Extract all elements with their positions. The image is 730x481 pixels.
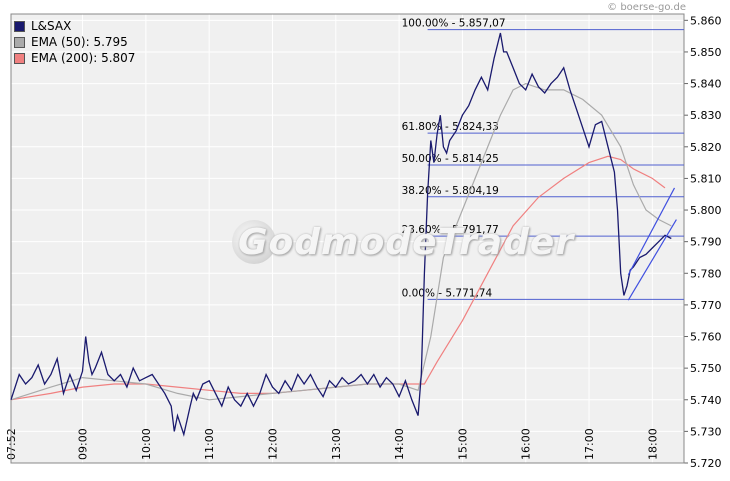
y-tick-label: 5.740	[690, 394, 722, 407]
copyright-text: © boerse-go.de	[607, 2, 686, 13]
legend-swatch-ema50	[14, 36, 25, 48]
series-line-lsax	[10, 32, 672, 437]
x-tick-label: 12:00	[266, 428, 279, 460]
x-tick-label: 10:00	[140, 428, 153, 460]
x-tick-label: 15:00	[456, 428, 469, 460]
trend-channel-line	[627, 219, 677, 301]
y-tick-label: 5.720	[690, 457, 722, 470]
trend-channel-line	[627, 187, 676, 276]
chart-legend: L&SAX EMA (50): 5.795 EMA (200): 5.807	[14, 18, 135, 66]
y-tick-label: 5.780	[690, 267, 722, 280]
x-tick-label: 18:00	[646, 428, 659, 460]
x-tick-label: 11:00	[203, 428, 216, 460]
x-tick-label: 13:00	[330, 428, 343, 460]
y-tick-label: 5.800	[690, 204, 722, 217]
y-tick-label: 5.770	[690, 299, 722, 312]
x-tick-label: 14:00	[393, 428, 406, 460]
x-tick-label: 16:00	[520, 428, 533, 460]
legend-entry-ema200: EMA (200): 5.807	[14, 50, 135, 66]
legend-label-ema50: EMA (50): 5.795	[31, 35, 128, 49]
x-tick-label: 09:00	[77, 428, 90, 460]
y-tick-label: 5.840	[690, 78, 722, 91]
y-tick-label: 5.730	[690, 425, 722, 438]
legend-entry-lsax: L&SAX	[14, 18, 135, 34]
y-tick-label: 5.850	[690, 46, 722, 59]
y-tick-label: 5.860	[690, 14, 722, 27]
x-tick-label: 17:00	[583, 428, 596, 460]
fib-level-label: 61.80% - 5.824,33	[402, 121, 499, 133]
y-tick-label: 5.790	[690, 236, 722, 249]
legend-label-lsax: L&SAX	[31, 19, 72, 33]
series-line-ema50	[10, 82, 672, 401]
y-tick-label: 5.760	[690, 331, 722, 344]
y-tick-label: 5.820	[690, 141, 722, 154]
fib-level-label: 100.00% - 5.857,07	[402, 18, 506, 30]
y-tick-label: 5.750	[690, 362, 722, 375]
legend-swatch-ema200	[14, 52, 25, 64]
legend-label-ema200: EMA (200): 5.807	[31, 51, 136, 65]
watermark-text: GodmodeTrader	[238, 222, 575, 263]
plot-area	[10, 13, 685, 464]
y-tick-label: 5.810	[690, 172, 722, 185]
fib-level-label: 38.20% - 5.804,19	[402, 185, 499, 197]
plot-border	[10, 13, 685, 464]
legend-entry-ema50: EMA (50): 5.795	[14, 34, 135, 50]
legend-swatch-lsax	[14, 20, 25, 32]
watermark-logo-icon	[232, 220, 276, 264]
y-tick-label: 5.830	[690, 109, 722, 122]
fib-level-label: 50.00% - 5.814,25	[402, 153, 499, 165]
series-line-ema200	[10, 155, 666, 401]
